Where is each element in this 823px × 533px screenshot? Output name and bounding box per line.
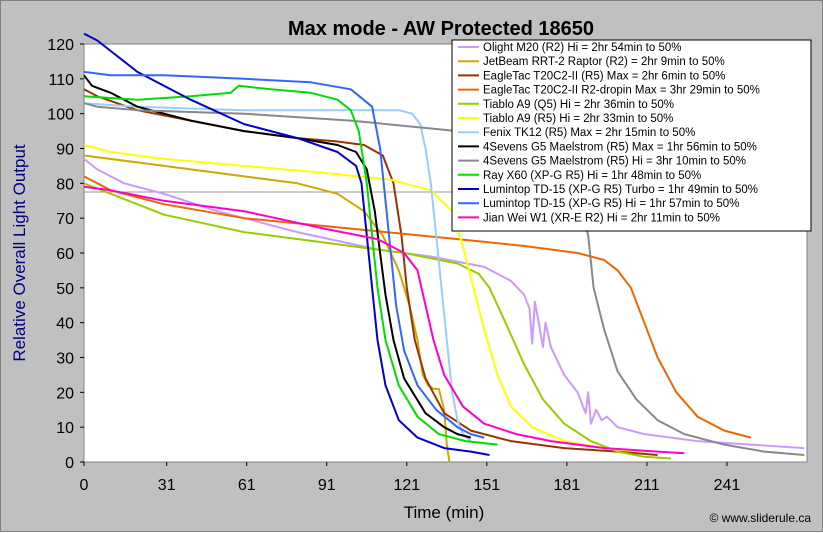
- legend-entry: Jian Wei W1 (XR-E R2) Hi = 2hr 11min to …: [483, 212, 720, 224]
- x-tick-label: 181: [554, 477, 581, 494]
- series-line-4: [83, 182, 671, 460]
- y-tick-label: 0: [65, 455, 74, 472]
- legend-entry: Olight M20 (R2) Hi = 2hr 54min to 50%: [483, 42, 681, 54]
- y-tick-label: 10: [56, 420, 74, 437]
- series-line-10: [83, 32, 490, 456]
- y-tick-label: 20: [56, 385, 74, 402]
- x-axis-label: Time (min): [404, 503, 485, 522]
- legend: Olight M20 (R2) Hi = 2hr 54min to 50% Jet…: [451, 39, 812, 232]
- x-tick-label: 241: [714, 477, 741, 494]
- series-line-1: [83, 154, 451, 463]
- legend-entry: Lumintop TD-15 (XP-G R5) Turbo = 1hr 49m…: [483, 184, 758, 196]
- legend-entry: Ray X60 (XP-G R5) Hi = 1hr 48min to 50%: [483, 170, 701, 182]
- x-tick-label: 61: [238, 477, 256, 494]
- x-tick-label: 31: [158, 477, 176, 494]
- y-tick-label: 90: [56, 142, 74, 159]
- credit-text: © www.sliderule.ca: [709, 511, 811, 525]
- legend-entry: Fenix TK12 (R5) Max = 2hr 15min to 50%: [483, 127, 695, 139]
- series-line-3: [83, 175, 752, 439]
- y-tick-label: 70: [56, 211, 74, 228]
- legend-entry: Tiablo A9 (Q5) Hi = 2hr 36min to 50%: [483, 99, 674, 111]
- y-tick-label: 40: [56, 316, 74, 333]
- x-tick-label: 0: [80, 477, 89, 494]
- y-tick-label: 100: [47, 107, 74, 124]
- series-line-0: [83, 158, 805, 450]
- x-tick-label: 151: [474, 477, 501, 494]
- legend-entry: Tiablo A9 (R5) Hi = 2hr 33min to 50%: [483, 113, 673, 125]
- legend-entry: 4Sevens G5 Maelstrom (R5) Hi = 3hr 10min…: [483, 156, 746, 168]
- series-line-12: [83, 185, 685, 455]
- tick-labels: 0 10 20 30 40 50 60 70 80 90 100 110 120 0 31 61 91 121 15…: [47, 37, 740, 494]
- legend-entry: EagleTac T20C2-II R2-dropin Max = 3hr 29…: [483, 85, 760, 97]
- legend-entry: 4Sevens G5 Maelstrom (R5) Max = 1hr 56mi…: [483, 141, 757, 153]
- series-line-5: [83, 144, 645, 453]
- y-tick-label: 30: [56, 351, 74, 368]
- y-axis-label: Relative Overall Light Output: [10, 144, 29, 362]
- y-tick-label: 120: [47, 37, 74, 54]
- series-line-11: [83, 70, 485, 439]
- legend-box: [451, 39, 812, 232]
- legend-entry: JetBeam RRT-2 Raptor (R2) = 2hr 9min to …: [483, 56, 725, 68]
- legend-entry: Lumintop TD-15 (XP-G R5) Hi = 1hr 57min …: [483, 198, 739, 210]
- x-tick-label: 121: [393, 477, 420, 494]
- y-tick-label: 80: [56, 176, 74, 193]
- series-line-9: [83, 84, 498, 446]
- legend-entry: EagleTac T20C2-II (R5) Max = 2hr 6min to…: [483, 70, 725, 82]
- chart-title: Max mode - AW Protected 18650: [288, 18, 594, 40]
- x-tick-label: 211: [634, 477, 660, 494]
- series-line-7: [83, 74, 472, 439]
- x-tick-label: 91: [318, 477, 336, 494]
- y-tick-label: 50: [56, 281, 74, 298]
- series-line-6: [83, 102, 472, 442]
- y-tick-label: 110: [48, 72, 74, 89]
- y-tick-label: 60: [56, 246, 74, 263]
